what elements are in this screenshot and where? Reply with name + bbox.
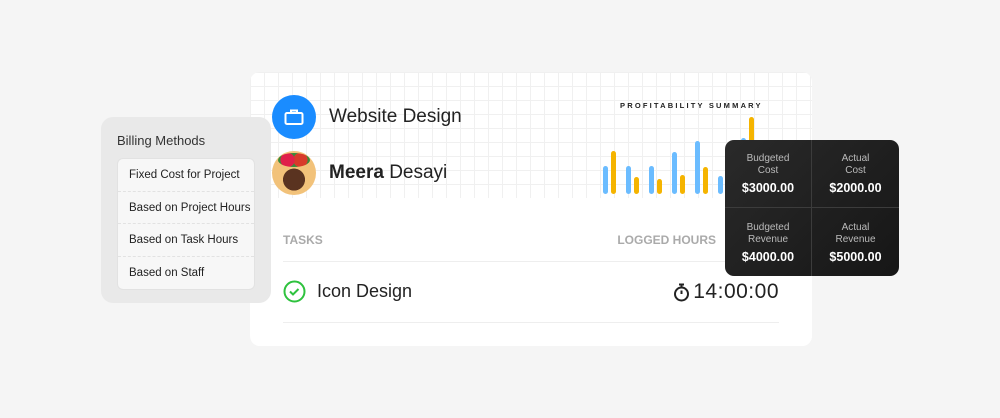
bar-series1-4 [672, 152, 677, 194]
bar-series2-4 [680, 175, 685, 194]
check-circle-icon [283, 280, 306, 303]
logged-time: 14:00:00 [673, 280, 779, 304]
user-row: Meera Desayi [272, 151, 447, 195]
value: $3000.00 [741, 181, 795, 195]
user-first-name: Meera [329, 162, 384, 183]
divider [283, 322, 779, 323]
divider [283, 261, 779, 262]
billing-option[interactable]: Based on Project Hours [118, 192, 254, 224]
tasks-header: TASKS [283, 233, 323, 247]
bar-series2-2 [634, 177, 639, 194]
tasks-section [250, 198, 812, 346]
briefcase-icon [272, 95, 316, 139]
value: $2000.00 [829, 181, 882, 195]
value: $4000.00 [741, 249, 795, 264]
avatar [272, 151, 316, 195]
budgeted-cost: Budgeted Cost $3000.00 [725, 140, 812, 208]
billing-list: Fixed Cost for Project Based on Project … [117, 158, 255, 290]
billing-option[interactable]: Based on Task Hours [118, 224, 254, 257]
label: Cost [757, 165, 779, 176]
value: $5000.00 [829, 249, 882, 264]
project-card: Website Design Meera Desayi PROFITABILIT… [250, 72, 812, 346]
project-header: Website Design [272, 95, 462, 139]
billing-option[interactable]: Based on Staff [129, 266, 205, 279]
bar-series1-3 [649, 166, 654, 194]
bar-series2-5 [703, 167, 708, 194]
label: Revenue [835, 233, 876, 245]
bar-series2-3 [657, 179, 662, 194]
label: Cost [845, 165, 866, 176]
time-value: 14:00:00 [693, 280, 779, 303]
billing-option[interactable]: Fixed Cost for Project [118, 159, 254, 192]
budgeted-revenue: Budgeted Revenue $4000.00 [725, 208, 812, 276]
bar-series1-5 [695, 141, 700, 194]
stopwatch-icon [674, 283, 690, 301]
project-name: Website Design [329, 106, 462, 127]
actual-cost: Actual Cost $2000.00 [812, 140, 899, 208]
summary-title: PROFITABILITY SUMMARY [620, 101, 763, 110]
user-name: Meera Desayi [329, 162, 447, 184]
label: Actual [841, 153, 870, 164]
task-row[interactable]: Icon Design [283, 280, 412, 303]
bar-series1-6 [718, 176, 723, 194]
profitability-tooltip: Budgeted Cost $3000.00 Actual Cost $2000.00 … [725, 140, 899, 276]
task-name: Icon Design [317, 281, 413, 301]
label: Budgeted [746, 221, 790, 233]
bar-series1-2 [626, 166, 631, 194]
label: Actual [841, 221, 870, 233]
bar-series2-1 [611, 151, 616, 194]
label: Budgeted [746, 153, 790, 164]
label: Revenue [747, 233, 789, 245]
billing-methods-panel: Billing Methods Fixed Cost for Project B… [101, 117, 271, 303]
user-last-name: Desayi [383, 162, 448, 183]
logged-hours-header: LOGGED HOURS [617, 233, 716, 247]
billing-title: Billing Methods [117, 133, 206, 148]
actual-revenue: Actual Revenue $5000.00 [812, 208, 899, 276]
bar-series1-1 [603, 166, 608, 194]
